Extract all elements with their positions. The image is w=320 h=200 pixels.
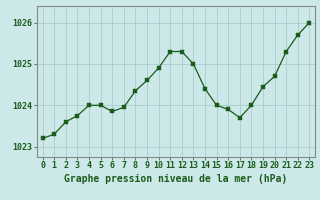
X-axis label: Graphe pression niveau de la mer (hPa): Graphe pression niveau de la mer (hPa) <box>64 174 288 184</box>
